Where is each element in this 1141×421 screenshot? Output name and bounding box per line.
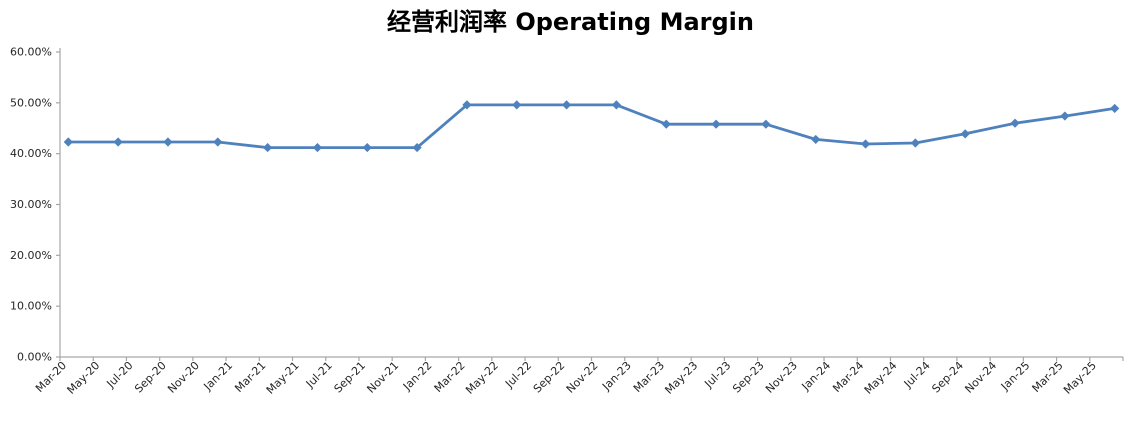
x-axis-tick-label: May-21: [264, 359, 302, 397]
x-axis-tick-label: Mar-23: [631, 359, 667, 395]
x-axis-tick-label: Sep-23: [730, 359, 767, 396]
x-axis-tick-label: May-23: [662, 359, 700, 397]
y-axis-tick-label: 40.00%: [10, 147, 52, 160]
x-axis-tick-label: Nov-22: [564, 359, 601, 396]
x-axis-tick-label: Sep-21: [332, 359, 369, 396]
data-point-marker-mar-24: [860, 139, 871, 149]
chart-title: 经营利润率 Operating Margin: [387, 8, 754, 36]
x-axis-tick-label: Jul-24: [901, 359, 933, 391]
data-point-marker-dec-23: [811, 134, 821, 145]
x-axis-tick-label: Nov-20: [165, 359, 202, 396]
data-point-marker-sep-22: [561, 100, 572, 110]
data-point-marker-mar-23: [661, 119, 671, 129]
x-axis-tick-label: Jul-21: [303, 359, 335, 391]
x-axis-tick-label: Sep-24: [929, 359, 966, 396]
data-point-marker-dec-22: [611, 100, 622, 110]
data-point-marker-mar-21: [263, 142, 273, 153]
data-point-marker-jun-24: [910, 138, 920, 148]
x-axis-tick-label: Sep-20: [132, 359, 169, 396]
data-point-marker-mar-22: [462, 100, 472, 110]
y-axis-tick-label: 20.00%: [10, 249, 52, 262]
data-point-marker-dec-20: [213, 137, 223, 147]
data-point-marker-dec-21: [412, 142, 422, 153]
x-axis-tick-label: Mar-20: [33, 359, 69, 395]
x-axis-tick-label: May-20: [64, 359, 102, 397]
y-axis-tick-label: 10.00%: [10, 300, 52, 313]
data-point-marker-mar-20: [63, 137, 73, 147]
data-point-marker-sep-23: [761, 119, 771, 129]
y-axis-tick-label: 50.00%: [10, 96, 52, 109]
x-axis-tick-label: Jan-22: [400, 359, 435, 394]
data-point-marker-sep-20: [163, 137, 173, 147]
x-axis-tick-label: Mar-21: [232, 359, 268, 395]
data-point-marker-jun-20: [113, 137, 123, 147]
data-point-marker-jun-21: [312, 142, 323, 153]
data-point-marker-sep-24: [960, 129, 970, 139]
x-axis-tick-label: Mar-22: [432, 359, 468, 395]
data-point-marker-mar-25: [1060, 111, 1070, 121]
y-axis-tick-label: 0.00%: [17, 351, 52, 364]
x-axis-tick-label: May-22: [463, 359, 501, 397]
data-point-marker-jun-25: [1110, 103, 1120, 114]
x-axis-tick-label: Nov-21: [364, 359, 401, 396]
y-axis-tick-label: 30.00%: [10, 198, 52, 211]
x-axis-tick-label: Jan-23: [599, 359, 634, 394]
x-axis-tick-label: Jan-25: [998, 359, 1033, 394]
data-point-marker-jun-23: [711, 119, 721, 129]
data-point-marker-dec-24: [1010, 118, 1020, 128]
x-axis-tick-label: May-25: [1061, 359, 1099, 397]
y-axis-tick-label: 60.00%: [10, 46, 52, 59]
x-axis-tick-label: Mar-25: [1030, 359, 1066, 395]
x-axis-tick-label: Jul-20: [104, 359, 136, 391]
x-axis-tick-label: Mar-24: [830, 359, 866, 395]
x-axis-tick-label: May-24: [862, 359, 900, 397]
data-point-marker-sep-21: [362, 142, 372, 153]
x-axis-tick-label: Jul-22: [502, 359, 534, 391]
x-axis-tick-label: Nov-24: [962, 359, 999, 396]
series-line-operating-margin: [66, 103, 1117, 150]
x-axis-tick-label: Jul-23: [701, 359, 733, 391]
x-axis-tick-label: Jan-24: [799, 359, 834, 394]
data-point-marker-jun-22: [512, 100, 522, 110]
x-axis-tick-label: Sep-22: [531, 359, 568, 396]
x-axis-tick-label: Nov-23: [763, 359, 800, 396]
x-axis-tick-label: Jan-21: [201, 359, 236, 394]
